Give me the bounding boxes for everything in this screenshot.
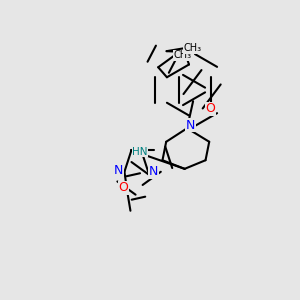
- Text: CH₃: CH₃: [183, 43, 201, 53]
- Text: CH₃: CH₃: [173, 50, 191, 60]
- Text: N: N: [114, 164, 123, 177]
- Text: O: O: [118, 182, 128, 194]
- Text: NH: NH: [184, 44, 200, 54]
- Text: N: N: [148, 165, 158, 178]
- Text: O: O: [206, 102, 215, 115]
- Text: N: N: [186, 119, 195, 132]
- Text: HN: HN: [132, 147, 148, 157]
